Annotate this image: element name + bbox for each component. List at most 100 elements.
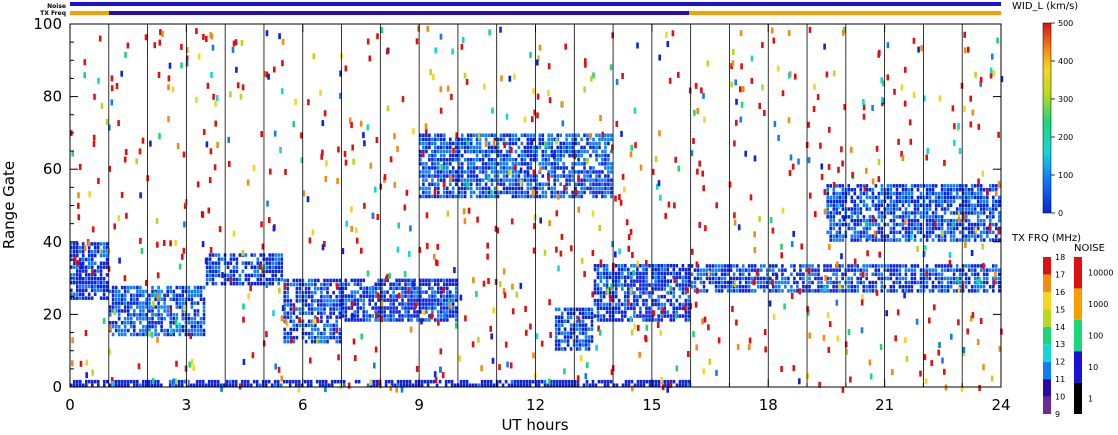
echo-cell (133, 313, 136, 317)
echo-cell (490, 182, 494, 186)
echo-cell (163, 293, 166, 298)
echo-cell (412, 128, 415, 135)
echo-cell (714, 285, 718, 289)
echo-cell (76, 253, 79, 258)
echo-cell (187, 297, 191, 301)
echo-cell (335, 335, 338, 340)
echo-cell (922, 272, 926, 276)
echo-cell (925, 264, 929, 268)
echo-cell (446, 210, 450, 217)
echo-cell (732, 272, 736, 276)
echo-cell (549, 332, 552, 338)
echo-cell (216, 379, 220, 384)
echo-cell (976, 218, 980, 223)
echo-cell (895, 207, 899, 211)
echo-cell (996, 37, 999, 44)
echo-cell (383, 174, 387, 181)
echo-cell (605, 279, 609, 283)
txfreq-scale-tick-label: 9 (1055, 410, 1060, 419)
echo-cell (181, 253, 184, 260)
echo-cell (877, 203, 881, 207)
echo-cell (955, 264, 959, 268)
echo-cell (371, 290, 374, 294)
echo-cell (96, 284, 100, 289)
echo-cell (595, 133, 598, 137)
echo-cell (595, 153, 598, 158)
echo-cell (645, 310, 648, 314)
echo-cell (674, 312, 678, 319)
echo-cell (335, 327, 338, 334)
echo-cell (877, 268, 881, 272)
echo-cell (853, 289, 856, 293)
echo-cell (415, 38, 419, 45)
echo-cell (982, 238, 986, 242)
echo-cell (190, 301, 194, 305)
echo-cell (826, 264, 829, 268)
echo-cell (541, 186, 545, 191)
echo-cell (928, 222, 932, 227)
echo-cell (454, 153, 458, 158)
echo-cell (416, 302, 419, 306)
echo-cell (151, 377, 155, 384)
y-tick-label: 20 (43, 305, 62, 323)
echo-cell (172, 317, 175, 321)
echo-cell (615, 78, 619, 85)
echo-cell (636, 275, 639, 280)
echo-cell (329, 295, 332, 299)
echo-cell (523, 194, 527, 199)
echo-cell (535, 194, 539, 199)
echo-cell (416, 298, 419, 302)
echo-cell (79, 249, 82, 254)
echo-cell (892, 285, 896, 289)
echo-cell (575, 319, 579, 323)
echo-cell (466, 149, 470, 154)
echo-cell (528, 379, 532, 384)
echo-cell (120, 328, 124, 333)
echo-cell (242, 359, 246, 365)
echo-cell (596, 287, 600, 291)
echo-cell (847, 215, 851, 219)
echo-cell (997, 131, 1000, 138)
echo-cell (451, 174, 455, 178)
echo-cell (130, 285, 133, 290)
echo-cell (482, 280, 486, 287)
echo-cell (955, 184, 959, 188)
echo-cell (513, 383, 517, 387)
echo-cell (79, 292, 82, 296)
echo-cell (761, 42, 764, 49)
echo-cell (943, 184, 947, 188)
echo-cell (356, 302, 360, 306)
echo-cell (684, 314, 688, 318)
echo-cell (446, 145, 449, 150)
echo-cell (592, 166, 595, 170)
echo-cell (530, 139, 534, 145)
echo-cell (425, 310, 428, 314)
echo-cell (348, 117, 352, 124)
echo-cell (353, 282, 357, 286)
echo-cell (289, 311, 293, 315)
echo-cell (853, 238, 857, 242)
echo-cell (217, 265, 221, 269)
echo-cell (931, 230, 935, 235)
echo-cell (967, 234, 971, 238)
echo-cell (344, 310, 348, 314)
echo-cell (307, 295, 311, 299)
echo-cell (451, 194, 455, 199)
echo-cell (744, 276, 748, 281)
echo-cell (481, 186, 485, 191)
echo-cell (195, 379, 199, 384)
echo-cell (874, 268, 878, 272)
echo-cell (356, 298, 360, 302)
echo-cell (105, 284, 109, 289)
echo-cell (586, 362, 589, 369)
echo-cell (306, 196, 310, 203)
echo-cell (992, 222, 995, 227)
echo-cell (862, 104, 866, 111)
echo-cell (475, 178, 479, 182)
echo-cell (989, 215, 992, 219)
echo-cell (454, 182, 458, 186)
echo-cell (979, 207, 983, 211)
echo-cell (193, 317, 197, 321)
echo-cell (660, 318, 663, 322)
echo-cell (419, 298, 422, 302)
